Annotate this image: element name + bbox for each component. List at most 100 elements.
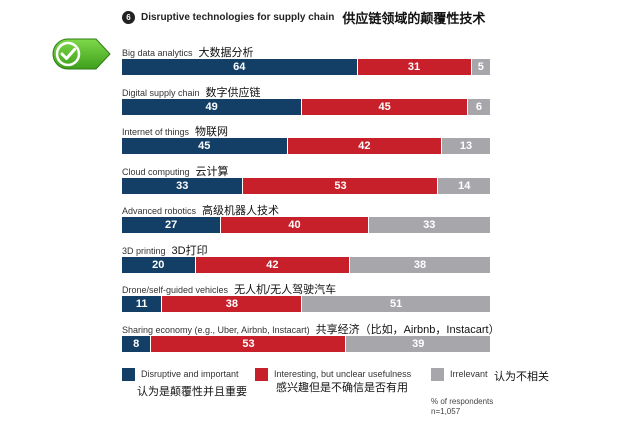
- stacked-bar: 27 40 33: [122, 217, 490, 233]
- stacked-bar: 45 42 13: [122, 138, 490, 154]
- legend-label-interesting-zh: 感兴趣但是不确信是否有用: [276, 382, 408, 394]
- legend-label-disruptive-zh: 认为是颠覆性并且重要: [137, 386, 247, 398]
- bar-segment-irrelevant: 13: [442, 138, 490, 154]
- checkmark-icon: [52, 38, 112, 75]
- data-label: 5: [477, 61, 484, 73]
- footnote-units: % of respondents: [431, 397, 494, 406]
- row-label: Big data analytics 大数据分析: [122, 44, 254, 60]
- bar-segment-interesting: 53: [151, 335, 347, 352]
- category-label: Sharing economy (e.g., Uber, Airbnb, Ins…: [122, 324, 310, 335]
- stacked-bar: 20 42 38: [122, 256, 490, 273]
- category-label: Internet of things: [122, 127, 190, 137]
- stacked-bar: 33 53 14: [122, 177, 490, 194]
- bar-segment-disruptive: 20: [122, 256, 196, 273]
- bar-segment-interesting: 38: [162, 296, 303, 312]
- data-label: 39: [412, 337, 425, 350]
- row-label: Advanced robotics 高级机器人技术: [122, 202, 279, 218]
- category-label-zh: 云计算: [195, 165, 229, 178]
- data-label: 53: [242, 337, 255, 350]
- category-label: Cloud computing: [122, 166, 190, 177]
- legend-item-interesting: Interesting, but unclear usefulness: [255, 368, 411, 381]
- data-label: 42: [266, 258, 279, 271]
- data-label: 51: [390, 298, 403, 310]
- category-label-zh: 大数据分析: [198, 47, 254, 59]
- bar-segment-interesting: 42: [195, 256, 351, 273]
- data-label: 14: [458, 179, 471, 192]
- category-label-zh: 3D打印: [171, 244, 208, 257]
- chart-title: Disruptive technologies for supply chain: [141, 12, 335, 23]
- bar-segment-disruptive: 49: [122, 98, 303, 115]
- footnote-sample-size: n=1,057: [431, 407, 461, 416]
- chart-header: 6 Disruptive technologies for supply cha…: [122, 8, 485, 27]
- data-label: 6: [475, 100, 482, 113]
- data-label: 40: [288, 219, 301, 231]
- chart-title-zh: 供应链领域的颠覆性技术: [342, 11, 486, 26]
- legend-label-interesting: Interesting, but unclear usefulness: [274, 369, 412, 379]
- data-label: 64: [233, 61, 246, 73]
- category-label: Advanced robotics: [122, 206, 197, 216]
- footnote: % of respondents n=1,057: [431, 397, 493, 417]
- exhibit-number-badge: 6: [122, 11, 135, 24]
- legend-swatch-interesting: [255, 368, 268, 381]
- data-label: 20: [152, 258, 165, 271]
- bar-segment-irrelevant: 33: [368, 217, 490, 233]
- category-label: Big data analytics: [122, 48, 193, 58]
- bar-segment-disruptive: 11: [122, 296, 163, 312]
- category-label-zh: 无人机/无人驾驶汽车: [234, 284, 337, 296]
- row-label: Cloud computing 云计算: [122, 163, 229, 179]
- row-label: Internet of things 物联网: [122, 123, 228, 139]
- data-label: 53: [334, 179, 347, 192]
- data-label: 45: [198, 140, 211, 152]
- legend: Disruptive and important 认为是颠覆性并且重要 Inte…: [0, 368, 640, 424]
- data-label: 49: [205, 100, 218, 113]
- row-label: Drone/self-guided vehicles 无人机/无人驾驶汽车: [122, 281, 336, 297]
- legend-label-irrelevant-zh: 认为不相关: [494, 371, 549, 383]
- row-label: 3D printing 3D打印: [122, 242, 208, 258]
- legend-label-disruptive: Disruptive and important: [141, 369, 239, 379]
- data-label: 45: [378, 100, 391, 113]
- bar-segment-disruptive: 33: [122, 177, 244, 194]
- bar-segment-disruptive: 27: [122, 217, 222, 233]
- bar-segment-irrelevant: 38: [350, 256, 490, 273]
- data-label: 13: [459, 140, 473, 152]
- legend-label-irrelevant: Irrelevant: [450, 369, 488, 379]
- data-label: 38: [225, 298, 238, 310]
- category-label: 3D printing: [122, 245, 166, 256]
- bar-segment-irrelevant: 5: [471, 59, 490, 75]
- data-label: 8: [133, 337, 140, 350]
- category-label-zh: 共享经济（比如，Airbnb，Instacart）: [315, 323, 500, 336]
- bar-segment-disruptive: 64: [122, 59, 358, 75]
- row-label: Sharing economy (e.g., Uber, Airbnb, Ins…: [122, 321, 500, 337]
- category-label-zh: 物联网: [195, 126, 229, 138]
- category-label: Digital supply chain: [122, 87, 200, 98]
- data-label: 33: [423, 219, 436, 231]
- bar-segment-irrelevant: 39: [346, 335, 490, 352]
- data-label: 42: [358, 140, 371, 152]
- bar-segment-irrelevant: 14: [438, 177, 490, 194]
- bar-segment-interesting: 53: [243, 177, 439, 194]
- category-label: Drone/self-guided vehicles: [122, 285, 229, 295]
- row-label: Digital supply chain 数字供应链: [122, 84, 261, 100]
- bar-segment-interesting: 45: [302, 98, 468, 115]
- data-label: 11: [135, 298, 148, 310]
- bar-segment-interesting: 31: [357, 59, 472, 75]
- bar-segment-interesting: 40: [221, 217, 369, 233]
- stacked-bar: 49 45 6: [122, 98, 490, 115]
- legend-swatch-disruptive: [122, 368, 135, 381]
- stacked-bar: 64 31 5: [122, 59, 490, 75]
- data-label: 31: [407, 61, 421, 73]
- data-label: 27: [165, 219, 178, 231]
- category-label-zh: 高级机器人技术: [202, 205, 280, 217]
- legend-item-disruptive: Disruptive and important: [122, 368, 239, 381]
- stacked-bar: 8 53 39: [122, 335, 490, 352]
- bar-segment-irrelevant: 51: [302, 296, 490, 312]
- data-label: 33: [176, 179, 189, 192]
- bar-segment-irrelevant: 6: [467, 98, 490, 115]
- category-label-zh: 数字供应链: [205, 86, 261, 99]
- legend-item-irrelevant: Irrelevant: [431, 368, 488, 381]
- legend-swatch-irrelevant: [431, 368, 444, 381]
- bar-segment-interesting: 42: [287, 138, 443, 154]
- stacked-bar: 11 38 51: [122, 296, 490, 312]
- bar-segment-disruptive: 45: [122, 138, 288, 154]
- bar-segment-disruptive: 8: [122, 335, 152, 352]
